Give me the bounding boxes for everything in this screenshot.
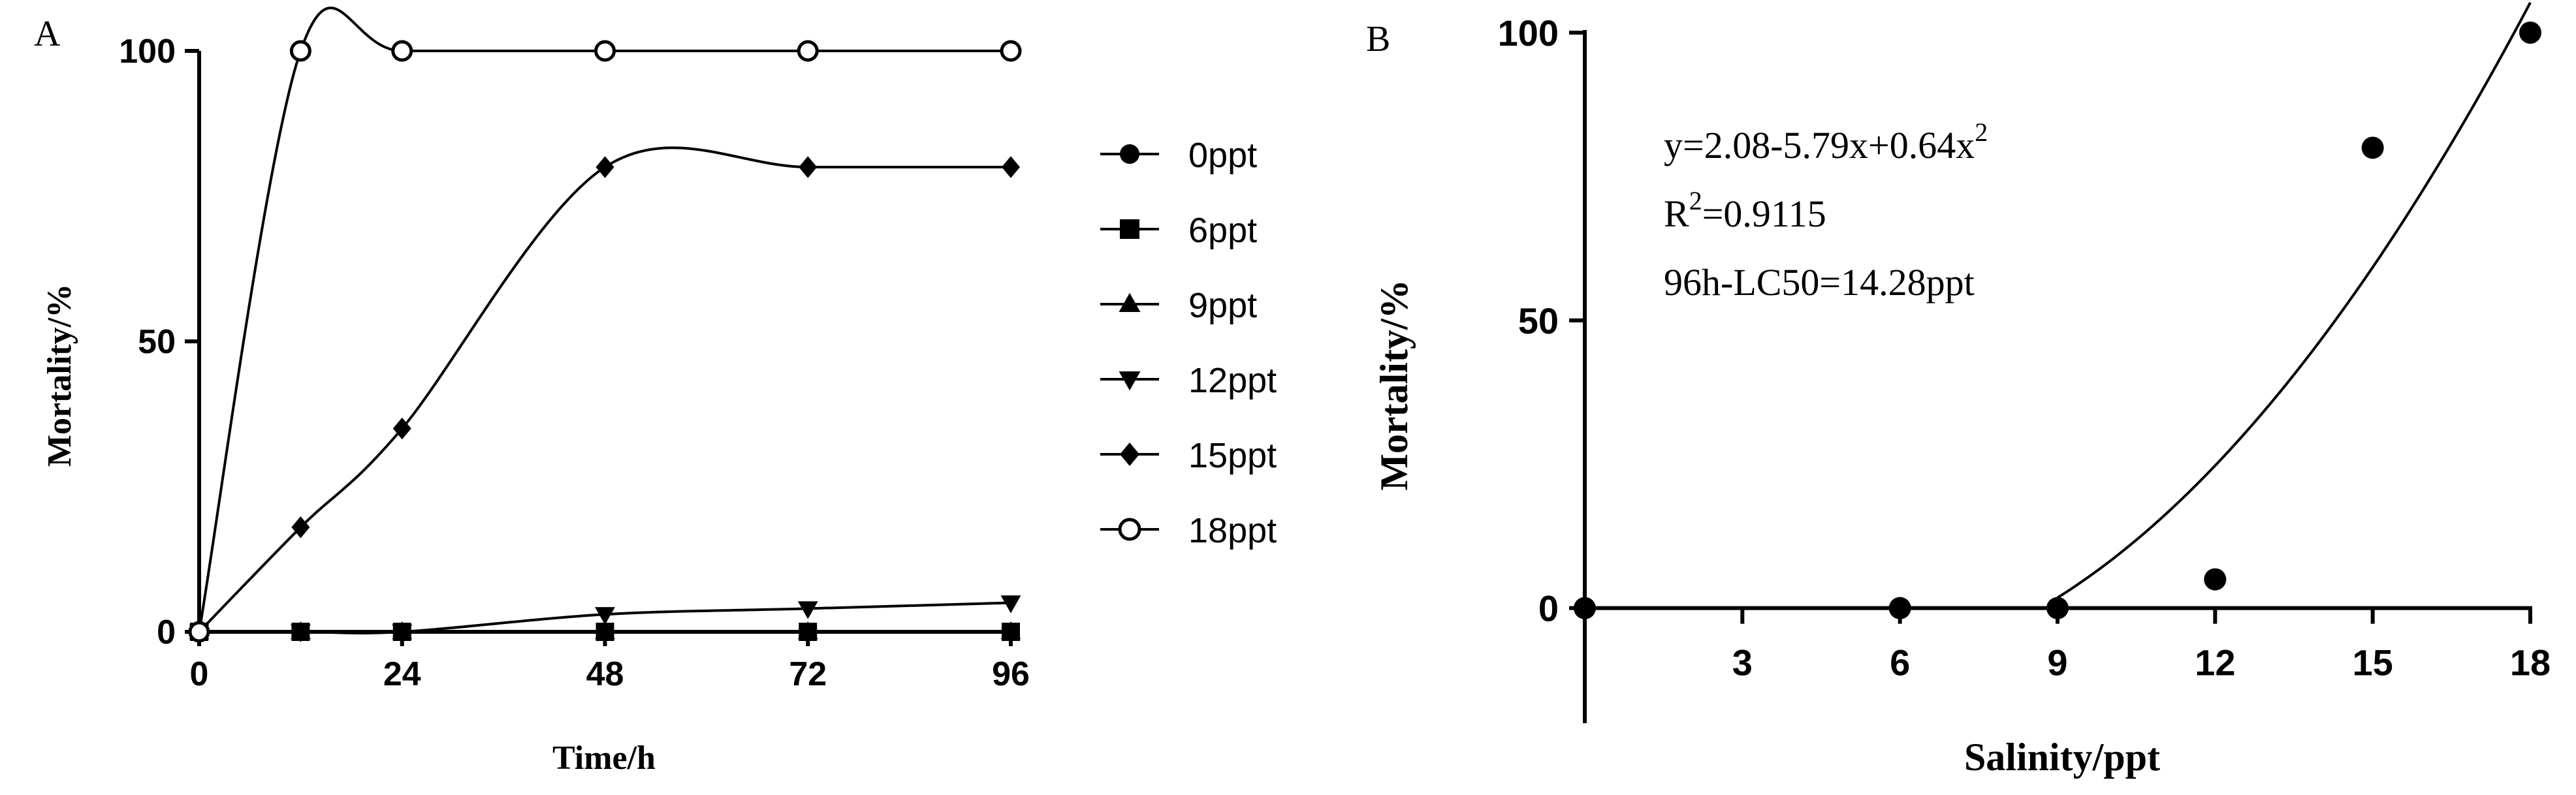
legend: 0ppt 6ppt 9ppt 12ppt 15ppt 18ppt xyxy=(1100,136,1277,550)
x-tick-label: 48 xyxy=(586,655,624,693)
series-15ppt xyxy=(198,146,1011,633)
annotation-line: y=2.08-5.79x+0.64x2 xyxy=(1664,117,1988,166)
data-point xyxy=(188,621,210,643)
series-18ppt xyxy=(198,7,1011,632)
fit-annotation: y=2.08-5.79x+0.64x2 R2=0.9115 96h-LC50=14.… xyxy=(1664,117,1988,304)
x-tick-label: 15 xyxy=(2353,642,2393,683)
y-tick-label: 0 xyxy=(157,614,176,651)
y-axis-label: Mortality/% xyxy=(1373,279,1416,490)
legend-label: 15ppt xyxy=(1188,436,1277,475)
data-point xyxy=(391,40,413,62)
data-point xyxy=(2519,22,2541,44)
data-point xyxy=(2204,568,2227,591)
x-tick-label: 24 xyxy=(383,655,421,693)
x-axis-label: Time/h xyxy=(552,740,656,777)
legend-label: 6ppt xyxy=(1188,211,1257,250)
data-point xyxy=(289,40,311,62)
y-tick-label: 50 xyxy=(1518,300,1559,341)
data-point xyxy=(799,156,818,178)
legend-item: 15ppt xyxy=(1100,436,1277,475)
data-point xyxy=(290,624,311,643)
data-point xyxy=(1002,156,1020,178)
panel-a: A 0 24 48 72 96 0 50 100 0ppt 6ppt 9ppt 12ppt 15ppt… xyxy=(34,7,1277,777)
data-point xyxy=(1000,40,1022,62)
data-point xyxy=(594,40,616,62)
legend-marker xyxy=(1120,144,1139,164)
series-markers-15ppt xyxy=(190,156,1020,643)
data-point xyxy=(797,40,819,62)
x-tick-label: 72 xyxy=(789,655,827,693)
annotation-line: R2=0.9115 xyxy=(1664,186,1826,235)
legend-marker xyxy=(1120,219,1139,239)
x-tick-label: 96 xyxy=(992,655,1030,693)
data-point xyxy=(797,601,818,619)
data-point xyxy=(2046,597,2069,619)
y-tick-label: 50 xyxy=(138,323,176,361)
series-line xyxy=(198,7,1011,632)
y-tick-label: 100 xyxy=(119,33,176,70)
panel-b-label: B xyxy=(1366,19,1390,59)
y-tick-label: 0 xyxy=(1538,588,1559,629)
x-tick-label: 6 xyxy=(1890,642,1910,683)
data-point xyxy=(596,156,614,178)
legend-item: 18ppt xyxy=(1100,511,1277,550)
data-point xyxy=(392,417,411,440)
legend-item: 9ppt xyxy=(1100,286,1257,325)
data-point xyxy=(595,621,615,640)
series-line xyxy=(198,146,1011,633)
legend-item: 6ppt xyxy=(1100,211,1257,250)
data-point xyxy=(1888,597,1911,619)
data-point xyxy=(2361,136,2384,159)
data-point xyxy=(797,621,818,640)
x-tick-label: 3 xyxy=(1732,642,1753,683)
legend-marker xyxy=(1118,518,1141,541)
x-tick-label: 12 xyxy=(2195,642,2235,683)
y-tick-label: 100 xyxy=(1498,12,1559,54)
annotation-line: 96h-LC50=14.28ppt xyxy=(1664,261,1975,304)
data-point xyxy=(1000,621,1021,640)
data-point xyxy=(1574,597,1596,619)
x-tick-label: 9 xyxy=(2047,642,2067,683)
x-tick-label: 0 xyxy=(190,655,209,693)
fit-curve xyxy=(2056,2,2532,599)
data-point xyxy=(392,624,413,643)
legend-label: 9ppt xyxy=(1188,286,1257,325)
legend-item: 12ppt xyxy=(1100,361,1277,400)
legend-label: 18ppt xyxy=(1188,511,1277,550)
x-tick-label: 18 xyxy=(2510,642,2551,683)
data-point xyxy=(291,516,310,538)
data-point xyxy=(595,607,615,625)
y-axis-label: Mortality/% xyxy=(41,284,78,467)
x-axis-label: Salinity/ppt xyxy=(1964,736,2160,779)
series-markers-18ppt xyxy=(188,40,1022,643)
legend-marker xyxy=(1119,371,1141,391)
legend-item: 0ppt xyxy=(1100,136,1257,175)
data-point xyxy=(1000,595,1021,614)
legend-label: 12ppt xyxy=(1188,361,1277,400)
legend-marker xyxy=(1119,292,1141,312)
legend-label: 0ppt xyxy=(1188,136,1257,175)
legend-marker xyxy=(1120,443,1139,466)
panel-b: B 3 6 9 12 15 18 0 50 100 y=2.08-5.79x+0.64x2 R2=… xyxy=(1366,2,2551,779)
panel-a-label: A xyxy=(34,14,61,54)
